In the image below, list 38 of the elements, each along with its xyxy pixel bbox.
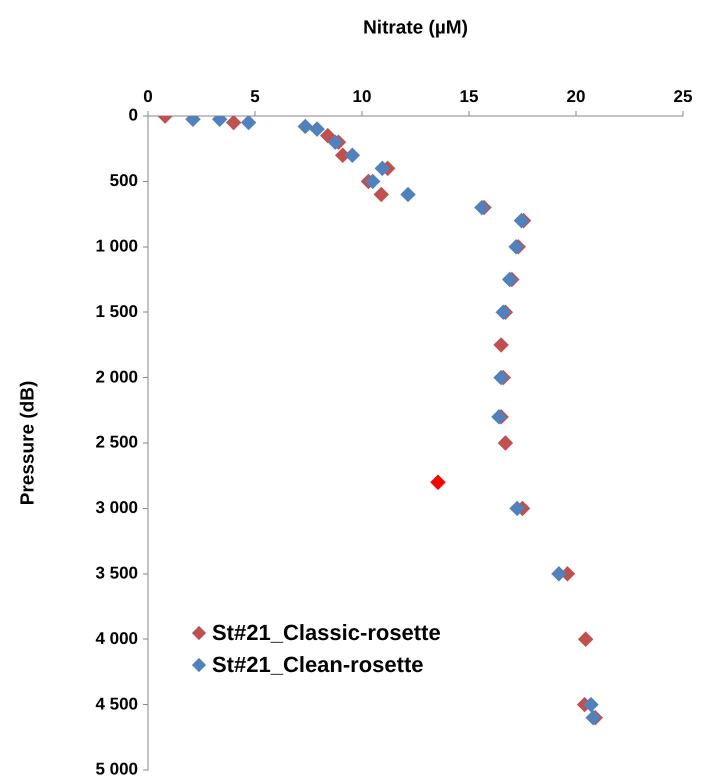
point [226, 116, 242, 130]
point [298, 118, 313, 134]
point [430, 474, 446, 490]
x-tick-label: 25 [674, 87, 692, 106]
point [328, 134, 343, 150]
y-tick-label: 5 000 [95, 760, 138, 779]
point [583, 697, 598, 712]
y-tick-label: 2 000 [95, 367, 138, 386]
x-tick-label: 20 [566, 87, 586, 106]
point [374, 186, 389, 202]
y-tick-label: 1 000 [95, 236, 138, 256]
y-tick-label: 4 500 [95, 694, 138, 714]
point [400, 186, 416, 202]
y-tick-label: 0 [128, 106, 138, 125]
y-tick-label: 3 500 [95, 563, 138, 582]
point [578, 632, 594, 647]
x-tick-label: 10 [352, 87, 372, 106]
y-tick-label: 3 000 [95, 498, 138, 518]
point [494, 337, 509, 352]
y-axis-title: Pressure (dB) [18, 380, 39, 506]
y-tick-label: 1 500 [95, 302, 138, 321]
point [365, 174, 380, 189]
legend-label: St#21_Classic-rosette [212, 620, 441, 646]
point [241, 116, 256, 130]
point [344, 148, 360, 163]
y-tick-label: 2 500 [95, 432, 138, 452]
point [374, 160, 390, 176]
y-tick-label: 500 [110, 171, 138, 190]
point [510, 500, 525, 516]
x-axis-title: Nitrate (µM) [363, 18, 468, 39]
legend-label: St#21_Clean-rosette [212, 652, 424, 678]
x-tick-label: 0 [143, 87, 153, 106]
x-tick-label: 5 [250, 87, 260, 106]
point [551, 566, 566, 582]
point [320, 128, 336, 144]
y-tick-label: 4 000 [95, 628, 138, 648]
x-tick-label: 15 [460, 87, 478, 106]
point [498, 436, 513, 450]
